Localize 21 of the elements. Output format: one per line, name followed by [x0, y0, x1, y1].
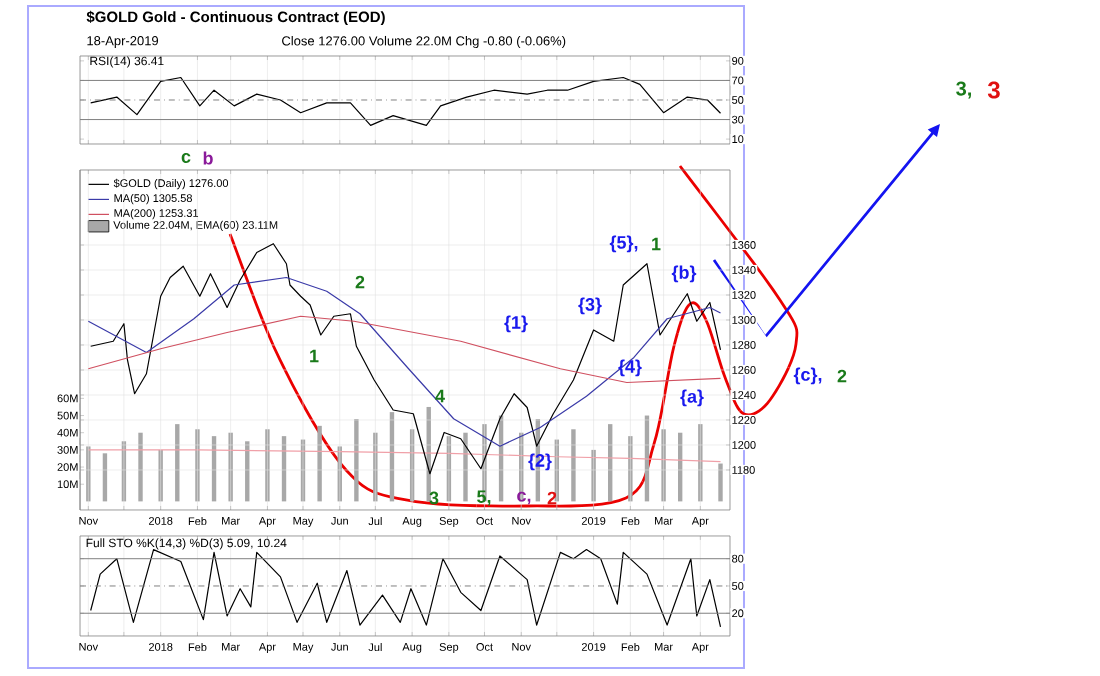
annotation: {a}: [680, 389, 704, 407]
text: 2: [837, 369, 847, 383]
text: 3,: [956, 81, 971, 99]
annotation: {4}: [618, 359, 642, 377]
annotation: {b}: [671, 265, 697, 283]
annotation: 1: [310, 349, 319, 363]
text: 3: [987, 81, 1000, 99]
annotation: 2: [547, 491, 557, 505]
annotation: 4: [435, 389, 445, 403]
annotation: 2: [355, 275, 365, 289]
annotation: 1: [652, 237, 661, 251]
annotation: {3}: [578, 297, 602, 315]
annotation: 5,: [477, 490, 491, 506]
annotation: {2}: [528, 453, 552, 471]
text: c: [181, 153, 191, 163]
annotation: 3: [429, 491, 439, 505]
text: b: [203, 151, 213, 165]
annotation: {1}: [504, 315, 528, 333]
annotation: {5},: [609, 235, 638, 253]
text: {c},: [793, 367, 822, 385]
annotation: c,: [517, 491, 531, 505]
